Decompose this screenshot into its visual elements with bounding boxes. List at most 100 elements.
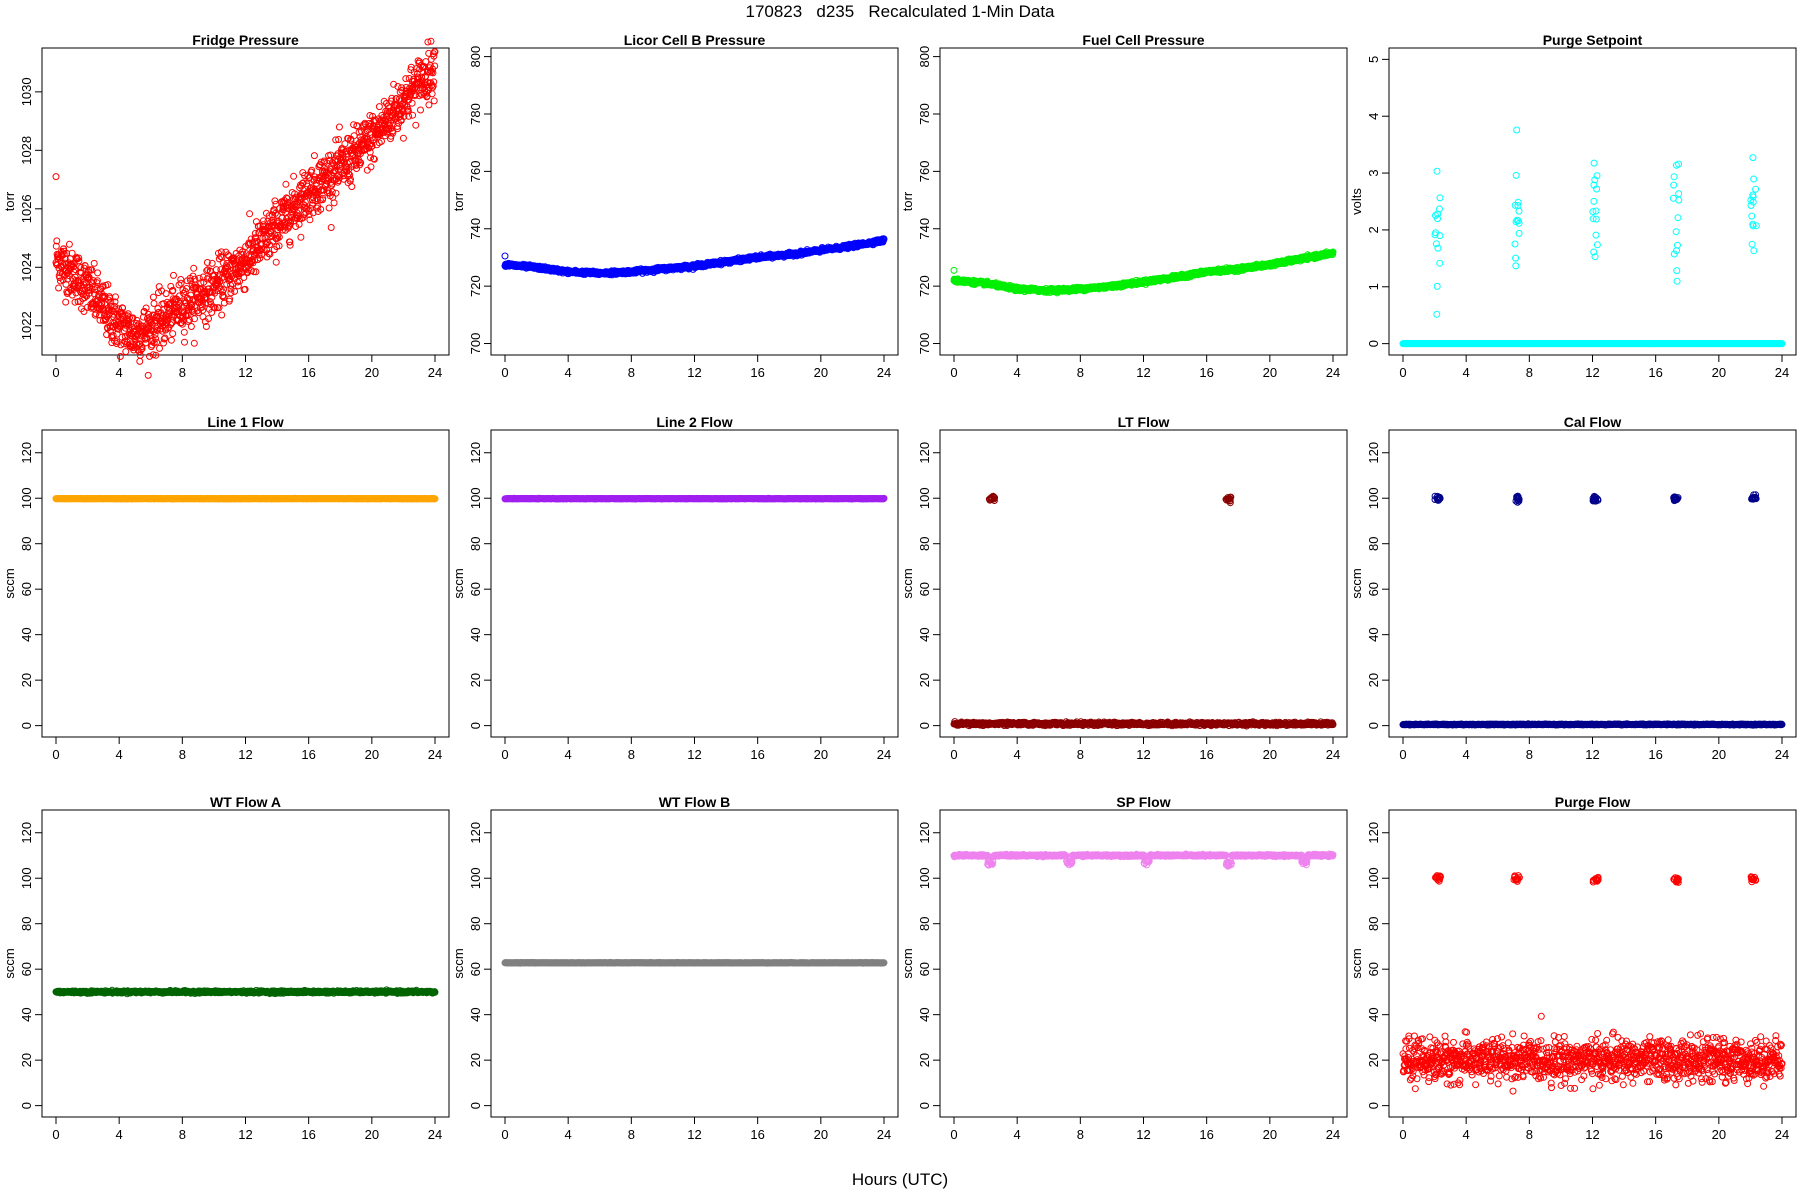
data-point — [69, 260, 77, 268]
data-point — [277, 222, 285, 230]
data-point — [370, 155, 378, 163]
x-tick-label: 20 — [1712, 365, 1726, 380]
data-point — [404, 107, 412, 115]
x-tick-label: 0 — [950, 365, 957, 380]
plot-frame — [490, 47, 899, 356]
data-point — [275, 233, 283, 241]
data-point — [347, 137, 355, 144]
data-point — [271, 197, 279, 205]
data-point — [138, 345, 146, 353]
data-point — [203, 267, 211, 275]
y-tick-label: 2 — [1366, 226, 1381, 233]
x-tick-label: 20 — [365, 365, 379, 380]
data-point — [205, 315, 212, 323]
data-point — [332, 136, 340, 144]
data-point — [310, 152, 318, 160]
data-point — [62, 298, 70, 306]
x-tick-label: 24 — [428, 365, 442, 380]
x-tick-label: 0 — [1399, 365, 1406, 380]
data-point — [275, 242, 283, 250]
data-point — [199, 306, 207, 314]
data-point — [170, 271, 177, 279]
data-point — [335, 123, 343, 131]
y-tick-label: 740 — [468, 218, 483, 240]
y-tick-label: 5 — [1366, 56, 1381, 63]
data-point — [299, 214, 307, 222]
y-tick-label: 1030 — [19, 77, 34, 106]
data-point — [286, 238, 294, 246]
data-point — [240, 274, 248, 281]
data-point — [227, 289, 235, 297]
data-point — [197, 279, 205, 287]
data-point — [331, 167, 339, 175]
data-point — [385, 104, 393, 112]
y-tick-label: 1028 — [19, 136, 34, 165]
data-points — [52, 37, 439, 379]
x-tick-label: 12 — [1585, 365, 1599, 380]
data-point — [65, 240, 73, 248]
data-point — [68, 261, 76, 269]
data-point — [203, 259, 211, 266]
data-point — [167, 336, 175, 344]
y-axis-label: torr — [451, 191, 466, 211]
data-point — [222, 265, 230, 273]
data-point — [162, 290, 170, 298]
y-tick-label: 1022 — [19, 311, 34, 340]
data-point — [71, 298, 79, 306]
data-point — [75, 254, 83, 262]
data-point — [430, 97, 438, 105]
x-tick-label: 8 — [179, 365, 186, 380]
x-tick-label: 0 — [52, 365, 59, 380]
data-point — [375, 103, 383, 111]
x-tick-label: 12 — [238, 365, 252, 380]
data-point — [152, 351, 160, 359]
data-point — [169, 330, 177, 338]
data-point — [266, 250, 274, 258]
data-points — [950, 248, 1337, 297]
data-point — [144, 371, 152, 379]
data-point — [333, 175, 340, 183]
data-point — [363, 166, 371, 174]
data-point — [246, 210, 254, 218]
data-point — [190, 339, 198, 347]
data-point — [271, 209, 279, 217]
data-point — [290, 172, 298, 180]
data-point — [81, 262, 89, 270]
chart-title: Purge Setpoint — [1543, 32, 1643, 48]
data-point — [111, 298, 119, 306]
data-point — [161, 334, 169, 342]
x-tick-label: 4 — [116, 365, 123, 380]
x-tick-label: 24 — [1775, 365, 1789, 380]
data-point — [389, 129, 397, 137]
data-point — [137, 346, 145, 354]
data-point — [239, 248, 246, 256]
data-point — [430, 78, 438, 86]
data-point — [218, 311, 226, 319]
data-point — [427, 37, 435, 45]
x-tick-label: 4 — [1463, 365, 1470, 380]
y-axis-label: volts — [1349, 188, 1364, 215]
data-point — [169, 286, 177, 294]
plot-frame — [939, 47, 1348, 356]
data-point — [388, 116, 395, 124]
data-point — [370, 155, 378, 163]
data-point — [357, 159, 365, 167]
data-point — [112, 293, 119, 301]
x-tick-label: 16 — [301, 365, 315, 380]
data-point — [412, 65, 420, 73]
data-point — [335, 136, 343, 143]
data-point — [227, 285, 235, 293]
data-point — [425, 101, 433, 109]
data-point — [256, 254, 264, 262]
data-point — [301, 198, 309, 206]
data-points — [1399, 126, 1786, 348]
data-point — [367, 154, 374, 162]
data-point — [184, 318, 192, 325]
y-tick-label: 800 — [917, 46, 932, 68]
y-tick-label: 1026 — [19, 194, 34, 223]
data-point — [142, 304, 150, 312]
y-tick-label: 720 — [917, 275, 932, 297]
data-point — [191, 315, 198, 323]
